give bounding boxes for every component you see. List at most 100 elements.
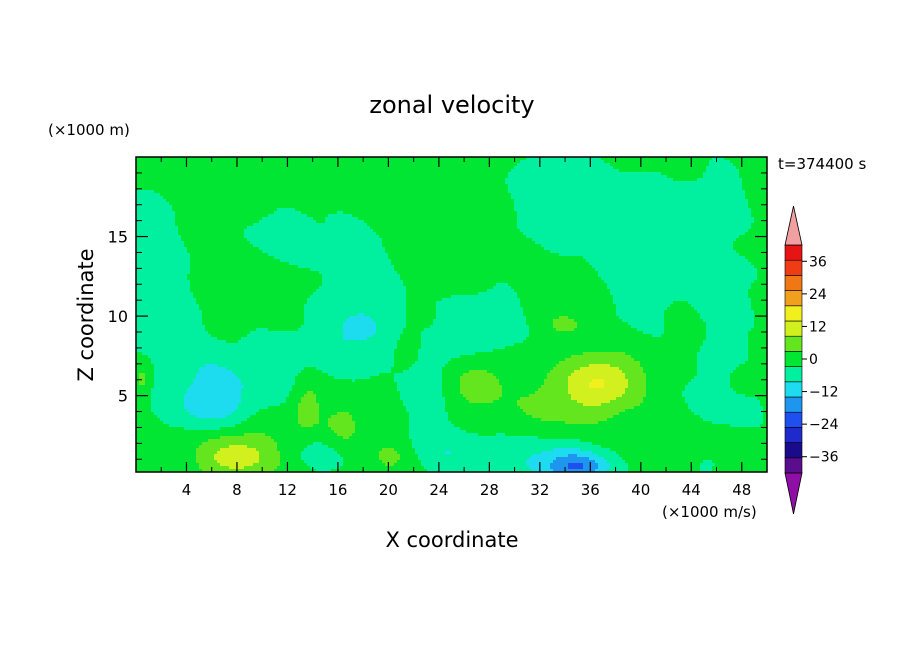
field-cell bbox=[742, 196, 745, 199]
field-cell bbox=[634, 160, 637, 163]
field-cell bbox=[736, 166, 739, 169]
field-cell bbox=[553, 190, 556, 193]
field-cell bbox=[448, 184, 451, 187]
field-cell bbox=[502, 223, 505, 226]
field-cell bbox=[589, 184, 592, 187]
field-cell bbox=[478, 199, 481, 202]
field-cell bbox=[730, 184, 733, 187]
field-cell bbox=[592, 223, 595, 226]
field-cell bbox=[673, 187, 676, 190]
field-cell bbox=[652, 214, 655, 217]
field-cell bbox=[523, 166, 526, 169]
field-cell bbox=[625, 214, 628, 217]
field-cell bbox=[394, 190, 397, 193]
field-cell bbox=[577, 169, 580, 172]
field-cell bbox=[418, 178, 421, 181]
field-cell bbox=[760, 196, 763, 199]
field-cell bbox=[319, 211, 322, 214]
field-cell bbox=[205, 214, 208, 217]
field-cell bbox=[463, 190, 466, 193]
field-cell bbox=[148, 205, 151, 208]
field-cell bbox=[577, 166, 580, 169]
field-cell bbox=[403, 214, 406, 217]
field-cell bbox=[724, 184, 727, 187]
field-cell bbox=[742, 211, 745, 214]
field-cell bbox=[571, 190, 574, 193]
field-cell bbox=[361, 190, 364, 193]
field-cell bbox=[142, 223, 145, 226]
field-cell bbox=[346, 199, 349, 202]
field-cell bbox=[373, 175, 376, 178]
field-cell bbox=[250, 208, 253, 211]
field-cell bbox=[292, 208, 295, 211]
field-cell bbox=[319, 169, 322, 172]
field-cell bbox=[148, 199, 151, 202]
field-cell bbox=[625, 172, 628, 175]
field-cell bbox=[199, 217, 202, 220]
field-cell bbox=[193, 226, 196, 229]
field-cell bbox=[301, 199, 304, 202]
field-cell bbox=[397, 190, 400, 193]
field-cell bbox=[340, 160, 343, 163]
field-cell bbox=[271, 178, 274, 181]
field-cell bbox=[658, 208, 661, 211]
field-cell bbox=[406, 175, 409, 178]
field-cell bbox=[358, 193, 361, 196]
field-cell bbox=[202, 193, 205, 196]
field-cell bbox=[637, 160, 640, 163]
field-cell bbox=[331, 169, 334, 172]
field-cell bbox=[559, 181, 562, 184]
field-cell bbox=[322, 196, 325, 199]
field-cell bbox=[322, 169, 325, 172]
field-cell bbox=[388, 175, 391, 178]
field-cell bbox=[262, 205, 265, 208]
field-cell bbox=[475, 208, 478, 211]
field-cell bbox=[226, 166, 229, 169]
field-cell bbox=[499, 160, 502, 163]
field-cell bbox=[562, 178, 565, 181]
field-cell bbox=[691, 175, 694, 178]
field-cell bbox=[742, 217, 745, 220]
field-cell bbox=[367, 196, 370, 199]
field-cell bbox=[346, 223, 349, 226]
field-cell bbox=[676, 169, 679, 172]
field-cell bbox=[676, 166, 679, 169]
field-cell bbox=[178, 187, 181, 190]
field-cell bbox=[379, 160, 382, 163]
field-cell bbox=[757, 211, 760, 214]
field-cell bbox=[352, 193, 355, 196]
field-cell bbox=[364, 208, 367, 211]
field-cell bbox=[715, 163, 718, 166]
field-cell bbox=[220, 166, 223, 169]
field-cell bbox=[304, 181, 307, 184]
field-cell bbox=[289, 199, 292, 202]
field-cell bbox=[457, 187, 460, 190]
field-cell bbox=[379, 187, 382, 190]
field-cell bbox=[619, 214, 622, 217]
field-cell bbox=[490, 193, 493, 196]
field-cell bbox=[622, 181, 625, 184]
field-cell bbox=[391, 181, 394, 184]
field-cell bbox=[274, 223, 277, 226]
field-cell bbox=[673, 175, 676, 178]
field-cell bbox=[688, 202, 691, 205]
field-cell bbox=[739, 175, 742, 178]
field-cell bbox=[562, 199, 565, 202]
field-cell bbox=[733, 196, 736, 199]
field-cell bbox=[688, 208, 691, 211]
field-cell bbox=[199, 190, 202, 193]
field-cell bbox=[283, 160, 286, 163]
field-cell bbox=[220, 172, 223, 175]
field-cell bbox=[568, 217, 571, 220]
field-cell bbox=[268, 223, 271, 226]
field-cell bbox=[631, 196, 634, 199]
field-cell bbox=[535, 181, 538, 184]
field-cell bbox=[505, 175, 508, 178]
field-cell bbox=[610, 196, 613, 199]
field-cell bbox=[433, 172, 436, 175]
field-cell bbox=[760, 199, 763, 202]
field-cell bbox=[256, 199, 259, 202]
field-cell bbox=[304, 166, 307, 169]
field-cell bbox=[421, 205, 424, 208]
field-cell bbox=[430, 181, 433, 184]
